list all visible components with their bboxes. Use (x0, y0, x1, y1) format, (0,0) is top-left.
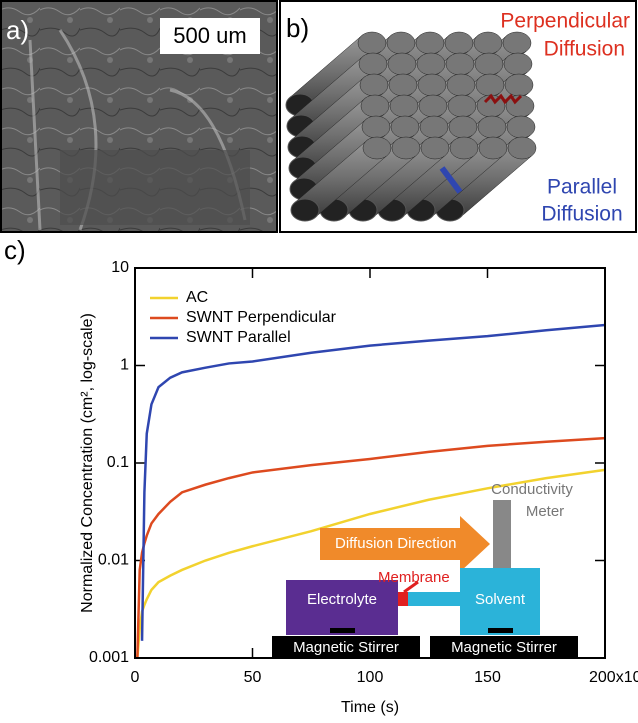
cylinder-end (506, 115, 536, 139)
cylinder-end (420, 136, 450, 160)
annotation: Diffusion (541, 203, 622, 226)
y-tick-label: 0.001 (89, 649, 129, 666)
membrane-arrow (403, 580, 419, 594)
channel (408, 592, 460, 606)
cylinder-end (446, 73, 476, 97)
x-axis-title: Time (s) (341, 699, 399, 716)
sem-texture (60, 150, 250, 225)
cylinder-end (504, 73, 534, 97)
cylinder-end (449, 136, 479, 160)
stirrer-bar (488, 628, 513, 633)
meter (493, 500, 511, 580)
inset-label: Magnetic Stirrer (293, 639, 399, 656)
direction-arrow (320, 516, 490, 572)
y-tick-label: 1 (120, 357, 129, 374)
stirrer-bar (330, 628, 355, 633)
annotation: Diffusion (544, 38, 625, 61)
electrolyte-tank (286, 580, 398, 635)
cylinder-end (475, 73, 505, 97)
cylinder-face (290, 198, 320, 222)
inset-label: Magnetic Stirrer (451, 639, 557, 656)
legend-label: AC (186, 289, 208, 306)
annotation: Parallel (547, 176, 617, 199)
cylinder-end (361, 115, 391, 139)
data-line (136, 468, 606, 659)
cylinder-end (358, 52, 388, 76)
perpendicular-arrow (483, 93, 523, 105)
stirrer-box (430, 636, 578, 658)
cylinder-end (360, 94, 390, 118)
x-tick-label: 150 (474, 669, 501, 686)
cylinder-end (447, 94, 477, 118)
scale-bar-label: 500 um (173, 23, 246, 48)
inset-label: Electrolyte (307, 591, 377, 608)
inset-label: Membrane (378, 569, 450, 586)
cylinder-end (389, 94, 419, 118)
x-tick-label: 200x10³ (589, 669, 638, 686)
panel-label: c) (4, 235, 26, 265)
cylinder-end (418, 94, 448, 118)
inset-label: Solvent (475, 591, 526, 608)
y-tick-label: 0.1 (107, 454, 129, 471)
y-tick-label: 0.01 (98, 552, 129, 569)
cylinder-end (473, 31, 503, 55)
cylinder-end (444, 31, 474, 55)
cylinder-end (417, 73, 447, 97)
cylinder-end (507, 136, 537, 160)
annotation: Perpendicular (500, 10, 630, 33)
cylinder-end (419, 115, 449, 139)
cylinder-end (503, 52, 533, 76)
y-axis-title: Normalized Concentration (cm², log-scale… (79, 313, 96, 613)
panel-label: a) (6, 15, 29, 45)
cylinder-end (502, 31, 532, 55)
panel-label: b) (286, 13, 309, 43)
cylinder-end (478, 136, 508, 160)
cylinder-end (390, 115, 420, 139)
solvent-tank (460, 568, 540, 635)
parallel-arrow (439, 166, 463, 194)
legend-label: SWNT Parallel (186, 329, 291, 346)
cylinder-end (448, 115, 478, 139)
cylinder-end (386, 31, 416, 55)
scale-bar-box (160, 18, 260, 54)
panel-b: b) Perpendicular Diffusion Parallel Diffusi… (279, 0, 637, 233)
cylinder-end (391, 136, 421, 160)
cylinder-end (388, 73, 418, 97)
cylinder-end (359, 73, 389, 97)
cylinder-end (416, 52, 446, 76)
cylinder-end (445, 52, 475, 76)
cylinder-end (387, 52, 417, 76)
cylinder-end (357, 31, 387, 55)
inset-label: Conductivity (491, 481, 573, 498)
cylinder-end (474, 52, 504, 76)
inset-label: Diffusion Direction (335, 535, 456, 552)
x-tick-label: 100 (357, 669, 384, 686)
x-tick-label: 50 (244, 669, 262, 686)
panel-a: a) 500 um (0, 0, 278, 233)
cylinder-end (415, 31, 445, 55)
membrane (398, 592, 408, 606)
x-tick-label: 0 (131, 669, 140, 686)
data-line (140, 323, 606, 641)
stirrer-box (272, 636, 420, 658)
cylinder-end (477, 115, 507, 139)
inset-label: Meter (526, 503, 564, 520)
cylinder-end (362, 136, 392, 160)
legend-label: SWNT Perpendicular (186, 309, 337, 326)
y-tick-label: 10 (111, 259, 129, 276)
